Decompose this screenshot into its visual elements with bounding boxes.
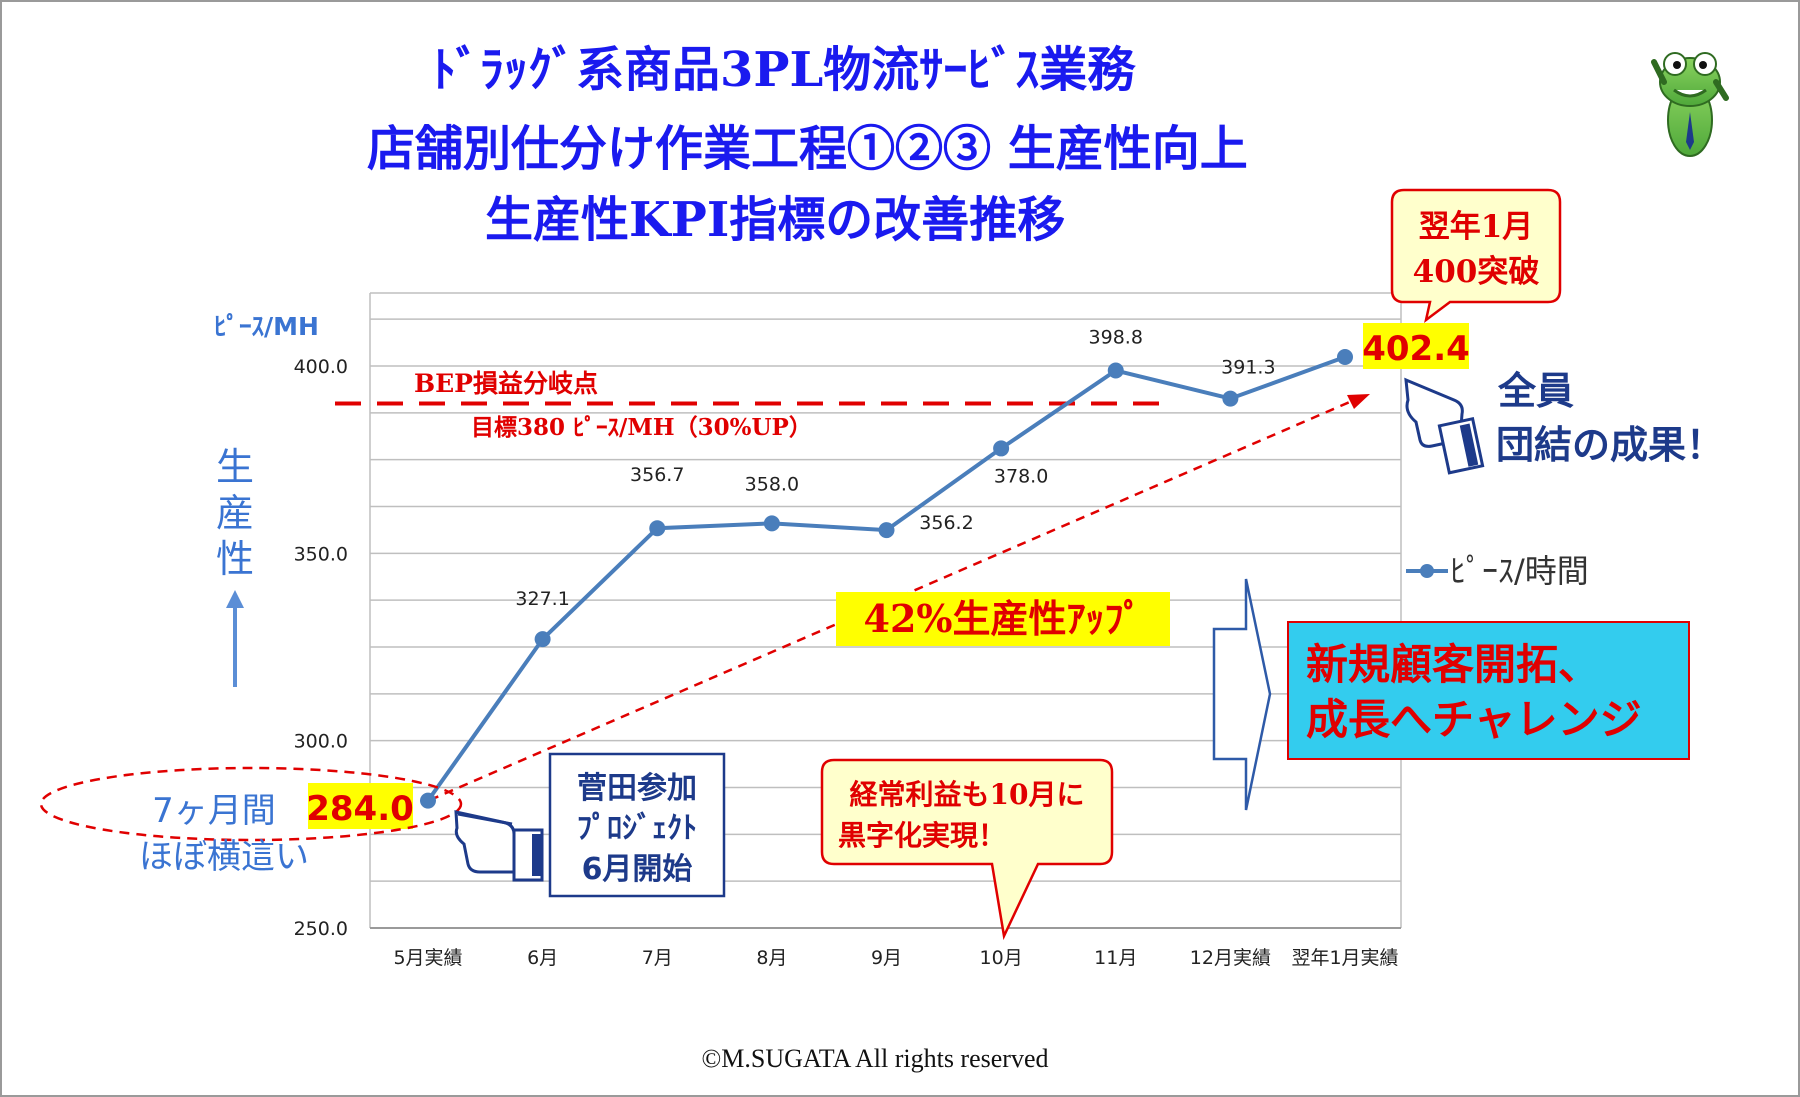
y-tick-label: 350.0 [294, 543, 348, 565]
title-line-2: 店舗別仕分け作業工程①②③ 生産性向上 [367, 121, 1248, 177]
record-callout-line-2: 400突破 [1413, 254, 1540, 290]
start-value-highlight [308, 783, 413, 829]
y-tick-label: 250.0 [294, 918, 348, 940]
data-label: 356.2 [919, 512, 973, 534]
join-box-line-2: ﾌﾟﾛｼﾞｪｸﾄ [577, 811, 697, 846]
challenge-line-2: 成長へチャレンジ [1306, 695, 1642, 744]
growth-label: 42%生産性ｱｯﾌﾟ [864, 596, 1143, 641]
data-label: 327.1 [515, 588, 569, 610]
data-point [878, 522, 895, 539]
x-tick-label: 7月 [642, 947, 673, 969]
y-axis-label: 生産性 [216, 445, 254, 581]
end-value: 402.4 [1362, 329, 1470, 369]
flat-period-line-1: 7ヶ月間 [152, 791, 276, 831]
record-callout [1390, 188, 1562, 324]
title-line-1: ﾄﾞﾗｯｸﾞ系商品3PL物流ｻｰﾋﾞｽ業務 [432, 42, 1136, 98]
data-label: 398.8 [1089, 326, 1143, 348]
pointing-hand-icon [454, 810, 544, 882]
team-hand-icon [1404, 377, 1485, 475]
x-tick-label: 10月 [980, 947, 1023, 969]
data-point [993, 440, 1010, 457]
legend-label: ﾋﾟｰｽ/時間 [1450, 552, 1589, 590]
profit-callout-line-1: 経常利益も10月に [850, 778, 1085, 811]
copyright: ©M.SUGATA All rights reserved [702, 1044, 1049, 1073]
growth-highlight [836, 592, 1170, 646]
data-label: 358.0 [745, 473, 799, 495]
flat-period-line-2: ほぼ横這い [139, 837, 309, 877]
x-tick-label: 6月 [527, 947, 558, 969]
x-tick-label: 9月 [871, 947, 902, 969]
y-tick-label: 300.0 [294, 731, 348, 753]
up-arrow-icon [226, 590, 244, 687]
data-point [763, 515, 780, 532]
team-line-2: 団結の成果！ [1496, 423, 1724, 467]
join-box-line-3: 6月開始 [582, 852, 693, 887]
flat-period-ellipse [39, 766, 463, 842]
data-point [420, 792, 436, 809]
data-label: 378.0 [994, 465, 1048, 487]
challenge-box [1287, 621, 1690, 760]
series-points [420, 349, 1353, 809]
y-tick-label: 400.0 [294, 356, 348, 378]
data-point [1107, 362, 1124, 379]
target-label-goal: 目標380 ﾋﾟｰｽ/MH（30%UP） [471, 414, 812, 441]
join-box [548, 752, 726, 898]
x-tick-label: 11月 [1094, 947, 1137, 969]
team-line-1: 全員 [1497, 369, 1574, 413]
data-label: 391.3 [1221, 357, 1275, 379]
data-point [649, 520, 666, 537]
y-axis-unit: ﾋﾟｰｽ/MH [214, 312, 319, 341]
start-value: 284.0 [306, 789, 414, 829]
profit-callout-line-2: 黒字化実現！ [838, 819, 1006, 852]
x-tick-label: 翌年1月実績 [1291, 947, 1398, 969]
legend-marker [1420, 564, 1434, 578]
record-callout-line-1: 翌年1月 [1419, 209, 1534, 245]
data-point [534, 631, 551, 648]
y-axis-ticks: 250.0 300.0 350.0 400.0 [294, 356, 348, 940]
challenge-line-1: 新規顧客開拓、 [1306, 640, 1600, 689]
data-label: 356.7 [630, 464, 684, 486]
x-axis-ticks: 5月実績 6月 7月 8月 9月 10月 11月 12月実績 翌年1月実績 [393, 947, 1398, 969]
x-tick-label: 12月実績 [1190, 947, 1271, 969]
x-tick-label: 5月実績 [393, 947, 462, 969]
title-line-3: 生産性KPI指標の改善推移 [485, 192, 1065, 248]
data-point [1337, 349, 1353, 366]
data-labels: 327.1 356.7 358.0 356.2 378.0 398.8 391.3 [515, 326, 1275, 610]
legend: ﾋﾟｰｽ/時間 [1406, 552, 1589, 590]
target-label-bep: BEP損益分岐点 [414, 369, 598, 398]
join-box-line-1: 菅田参加 [577, 771, 697, 806]
x-tick-label: 8月 [756, 947, 787, 969]
forward-arrow-icon [1212, 578, 1272, 811]
data-point [1222, 390, 1239, 407]
frog-mascot-icon [1651, 52, 1729, 157]
profit-callout [820, 758, 1114, 941]
end-value-highlight [1363, 323, 1469, 369]
